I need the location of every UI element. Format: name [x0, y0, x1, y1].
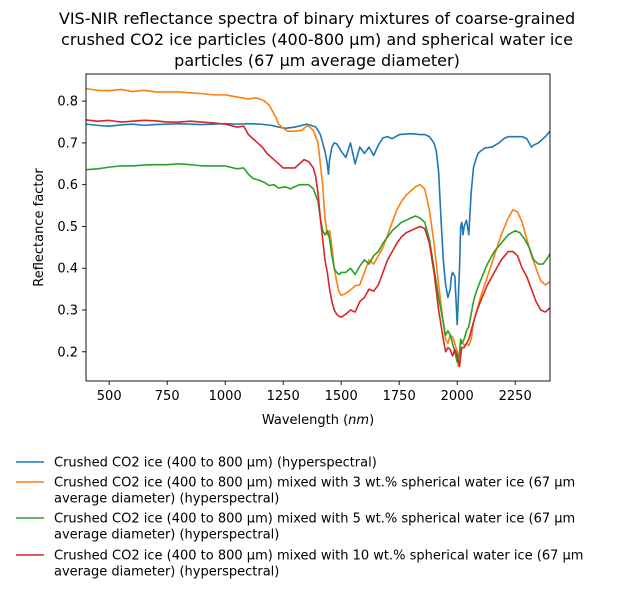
y-tick-label-1: 0.3 — [57, 303, 78, 318]
x-tick-label-500: 500 — [97, 389, 122, 404]
series-line-3 — [86, 163, 550, 363]
legend: Crushed CO2 ice (400 to 800 µm) (hypersp… — [16, 456, 583, 580]
legend-label-3-line-2: average diameter) (hyperspectral) — [54, 528, 279, 543]
title-line-3: particles (67 µm average diameter) — [174, 51, 460, 70]
x-axis: 500 750 1000 1250 1500 1750 2000 2250 — [97, 381, 532, 404]
y-tick-label-4: 0.6 — [57, 178, 78, 193]
title-line-1: VIS-NIR reflectance spectra of binary mi… — [59, 9, 575, 28]
y-tick-label-0: 0.2 — [57, 345, 78, 360]
chart-title: VIS-NIR reflectance spectra of binary mi… — [59, 9, 575, 70]
x-tick-label-750: 750 — [155, 389, 180, 404]
legend-label-1-line-1: Crushed CO2 ice (400 to 800 µm) (hypersp… — [54, 456, 377, 471]
x-tick-label-2250: 2250 — [499, 389, 532, 404]
x-tick-label-2000: 2000 — [441, 389, 474, 404]
plot-area — [85, 73, 551, 382]
plot-frame — [85, 73, 551, 382]
series-lines — [86, 87, 550, 368]
y-tick-label-6: 0.8 — [57, 95, 78, 110]
x-tick-label-1500: 1500 — [325, 389, 358, 404]
legend-label-2-line-1: Crushed CO2 ice (400 to 800 µm) mixed wi… — [54, 476, 575, 491]
y-tick-label-5: 0.7 — [57, 136, 78, 151]
y-axis-label: Reflectance factor — [32, 168, 47, 287]
y-axis: 0.2 0.3 0.4 0.5 0.6 0.7 0.8 — [57, 95, 86, 360]
x-tick-label-1750: 1750 — [383, 389, 416, 404]
series-line-1 — [86, 122, 550, 326]
series-line-2 — [86, 87, 550, 368]
legend-label-4-line-1: Crushed CO2 ice (400 to 800 µm) mixed wi… — [54, 549, 583, 564]
series-line-4 — [86, 119, 550, 368]
x-axis-label: Wavelength (nm) — [262, 413, 374, 428]
y-tick-label-3: 0.5 — [57, 220, 78, 235]
legend-label-4-line-2: average diameter) (hyperspectral) — [54, 565, 279, 580]
y-tick-label-2: 0.4 — [57, 262, 78, 277]
x-tick-label-1250: 1250 — [267, 389, 300, 404]
legend-label-2-line-2: average diameter) (hyperspectral) — [54, 492, 279, 507]
x-tick-label-1000: 1000 — [209, 389, 242, 404]
legend-label-3-line-1: Crushed CO2 ice (400 to 800 µm) mixed wi… — [54, 512, 575, 527]
title-line-2: crushed CO2 ice particles (400-800 µm) a… — [61, 30, 573, 49]
